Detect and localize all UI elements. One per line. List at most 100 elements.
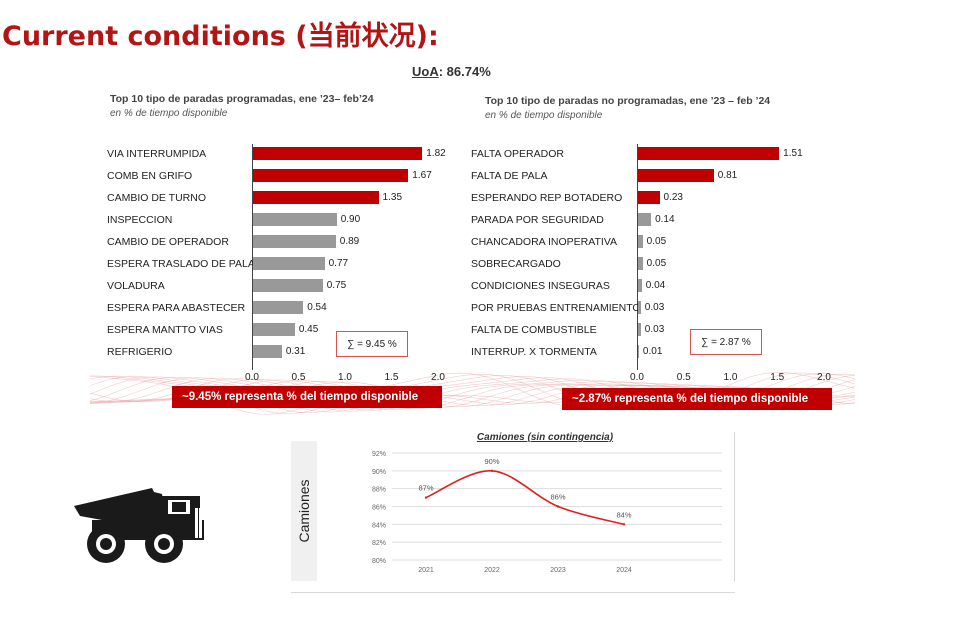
bar [253,279,323,292]
uoa-label: UoA [412,64,439,79]
chart-subtitle: en % de tiempo disponible [110,108,228,119]
bar [638,301,641,314]
data-label: 0.03 [644,324,665,335]
data-label: 0.05 [646,236,667,247]
line-chart-title: Camiones (sin contingencia) [476,432,614,443]
data-label: 1.67 [412,170,432,181]
data-label: 0.03 [644,302,665,313]
bar [638,235,643,248]
category-label: PARADA POR SEGURIDAD [471,214,604,226]
panel-divider [291,592,735,593]
y-tick-label: 90% [372,469,386,476]
bar [253,147,423,160]
data-point [424,496,428,499]
data-label: 0.01 [642,346,663,357]
y-axis-line [637,144,638,370]
category-label: COMB EN GRIFO [107,170,193,182]
chart-subtitle: en % de tiempo disponible [485,110,603,121]
data-label: 0.77 [328,258,349,269]
category-label: ESPERA TRASLADO DE PALA [107,258,255,270]
bar [253,323,295,336]
x-tick-label: 1.5 [384,372,399,383]
bar [253,213,337,226]
chart-title: Top 10 tipo de paradas no programadas, e… [485,95,771,107]
callout-unscheduled: ~2.87% representa % del tiempo disponibl… [562,388,832,410]
x-tick-label: 2.0 [431,372,445,383]
category-label: VIA INTERRUMPIDA [107,148,207,160]
x-tick-label: 0.5 [676,372,691,383]
bar [638,323,641,336]
trucks-line-chart: 92% 90% 88% 86% 84% 82% 80% 2021 2022 2023 2024 87%… [372,451,722,574]
category-label: FALTA DE COMBUSTIBLE [471,324,597,336]
category-label: CONDICIONES INSEGURAS [471,280,610,292]
data-label: 0.04 [645,280,666,291]
category-label: SOBRECARGADO [471,258,561,270]
y-axis-label: Camiones [296,479,312,543]
bar [253,301,304,314]
bar [638,147,780,160]
sum-box: ∑ = 2.87 % [690,329,762,355]
category-label: ESPERA MANTTO VIAS [107,324,223,336]
bar [638,257,643,270]
category-label: REFRIGERIO [107,346,173,358]
data-point [490,469,494,473]
data-point [622,523,626,526]
uoa-indicator: UoA: 86.74% [412,64,491,79]
bar [638,213,652,226]
bar [638,279,642,292]
x-tick-label: 2023 [550,567,566,574]
x-tick-label: 2.0 [817,372,831,383]
data-label: 90% [484,457,499,466]
bar [638,191,660,204]
category-label: VOLADURA [107,280,165,292]
y-axis-line [252,144,253,370]
y-tick-label: 88% [372,487,386,494]
bar [253,191,379,204]
data-label: 1.51 [783,148,803,159]
data-label: 86% [550,493,565,502]
x-tick-label: 1.0 [338,372,352,383]
callout-scheduled: ~9.45% representa % del tiempo disponibl… [172,386,442,408]
unscheduled-stops-chart: Top 10 tipo de paradas no programadas, e… [471,95,831,383]
data-label: 0.89 [339,236,360,247]
panel-divider [734,432,735,582]
x-tick-label: 1.5 [770,372,785,383]
x-tick-label: 2024 [616,567,632,574]
category-label: FALTA OPERADOR [471,148,564,160]
mining-truck-icon [74,488,204,563]
y-tick-label: 80% [372,558,386,565]
y-tick-label: 86% [372,505,386,512]
data-label: 0.23 [663,192,683,203]
data-point [556,505,560,508]
chart-title: Top 10 tipo de paradas programadas, ene … [110,93,374,105]
category-label: FALTA DE PALA [471,170,548,182]
x-tick-label: 0.5 [291,372,306,383]
category-label: CAMBIO DE TURNO [107,192,206,204]
x-tick-label: 0.0 [245,372,259,383]
category-label: CHANCADORA INOPERATIVA [471,236,618,248]
sum-box: ∑ = 9.45 % [336,331,408,357]
category-label: INSPECCION [107,214,173,226]
data-label: 0.81 [717,170,738,181]
bar [638,169,714,182]
page-title: Current conditions (当前状况): [2,21,439,52]
data-label: 0.90 [340,214,361,225]
bar [253,257,325,270]
bar [253,169,409,182]
data-label: 0.05 [646,258,667,269]
category-label: POR PRUEBAS ENTRENAMIENTO [471,302,641,314]
category-label: ESPERANDO REP BOTADERO [471,192,623,204]
uoa-value: : 86.74% [438,64,491,79]
data-label: 0.75 [326,280,347,291]
y-tick-label: 82% [372,540,386,547]
x-tick-label: 2021 [418,567,434,574]
x-tick-label: 0.0 [630,372,644,383]
data-label: 87% [418,484,433,493]
data-label: 84% [616,510,631,519]
data-label: 1.82 [426,148,446,159]
bar [253,235,336,248]
y-tick-label: 92% [372,451,386,458]
y-tick-label: 84% [372,522,386,529]
data-label: 0.54 [307,302,327,313]
bar [638,345,639,358]
